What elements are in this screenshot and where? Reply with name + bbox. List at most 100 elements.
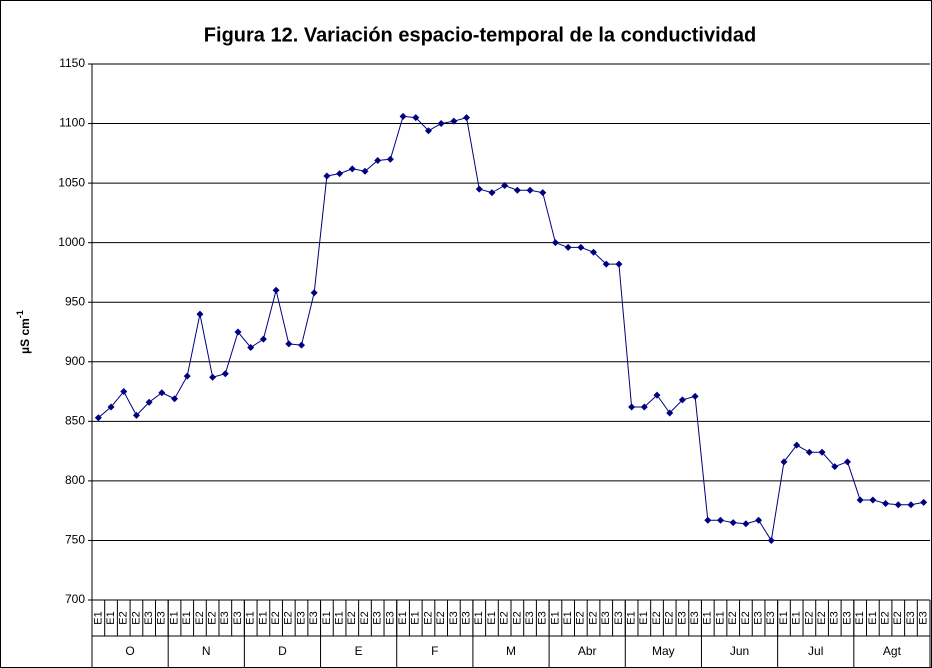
data-point [590,248,598,256]
data-point [691,392,699,400]
y-tick-label: 750 [65,533,85,547]
data-point [272,286,280,294]
data-point [463,114,471,122]
data-point [488,189,496,197]
x-tick-label: E2 [346,611,358,624]
x-tick-label: E3 [460,611,472,624]
x-tick-label: E2 [270,611,282,624]
data-point [386,155,394,163]
data-point [678,396,686,404]
x-tick-label: E1 [105,611,117,624]
chart-title: Figura 12. Variación espacio-temporal de… [204,24,756,46]
x-tick-label: E2 [422,611,434,624]
x-tick-label: E3 [308,611,320,624]
x-tick-label: E3 [765,611,777,624]
x-tick-label: E1 [168,611,180,624]
data-point [145,398,153,406]
data-point [564,243,572,251]
x-tick-label: E3 [676,611,688,624]
data-point [551,239,559,247]
data-point [818,448,826,456]
x-tick-label: E3 [448,611,460,624]
y-tick-label: 1050 [58,175,85,189]
y-tick-label: 700 [65,592,85,606]
data-point [196,310,204,318]
x-tick-label: E3 [829,611,841,624]
x-tick-label: E3 [613,611,625,624]
data-point [869,496,877,504]
data-point [158,389,166,397]
y-axis-label-text: µS cm [18,318,32,354]
x-tick-label: E1 [321,611,333,624]
x-tick-label: E1 [410,611,422,624]
x-tick-label: E1 [791,611,803,624]
data-point [856,496,864,504]
data-point [780,458,788,466]
data-point [666,409,674,417]
x-tick-label: E3 [219,611,231,624]
data-point [615,260,623,268]
x-tick-label: E1 [397,611,409,624]
data-point [171,395,179,403]
x-tick-label: E2 [194,611,206,624]
x-tick-label: E3 [232,611,244,624]
x-tick-label: E1 [867,611,879,624]
x-tick-label: E2 [664,611,676,624]
data-point [729,519,737,527]
x-tick-label: E2 [499,611,511,624]
x-tick-label: E2 [727,611,739,624]
group-label: May [652,644,675,658]
data-point [323,172,331,180]
x-tick-label: E1 [549,611,561,624]
x-tick-label: E2 [803,611,815,624]
x-tick-label: E3 [524,611,536,624]
y-tick-label: 1000 [58,235,85,249]
data-point [298,341,305,349]
x-tick-label: E1 [714,611,726,624]
data-point [767,536,775,544]
data-point [221,370,229,378]
y-tick-label: 950 [65,294,85,308]
group-label: N [202,644,211,658]
data-line [98,115,924,542]
data-point [704,516,712,524]
y-tick-label: 900 [65,354,85,368]
data-point [805,448,813,456]
x-tick-label: E2 [587,611,599,624]
data-point [107,403,115,411]
data-point [653,391,661,399]
x-tick-label: E1 [638,611,650,624]
x-tick-label: E3 [143,611,155,624]
y-axis-label: µS cm-1 [15,310,32,354]
x-tick-label: E3 [156,611,168,624]
data-point [183,372,191,380]
data-point [234,328,242,336]
group-label: O [125,644,134,658]
x-tick-label: E2 [740,611,752,624]
data-point [209,373,217,381]
x-tick-label: E2 [816,611,828,624]
x-tick-label: E1 [562,611,574,624]
x-tick-label: E3 [537,611,549,624]
data-point [259,335,267,343]
group-label: Jun [730,644,749,658]
x-tick-label: E1 [702,611,714,624]
x-tick-label: E2 [283,611,295,624]
x-tick-label: E3 [689,611,701,624]
data-point [374,156,382,164]
x-tick-label: E3 [600,611,612,624]
data-point [437,120,445,128]
data-point [450,117,458,125]
x-tick-label: E3 [384,611,396,624]
x-tick-label: E2 [359,611,371,624]
x-tick-label: E1 [473,611,485,624]
data-point [920,498,928,506]
group-label: Jul [808,644,823,658]
x-tick-label: E2 [892,611,904,624]
data-point [310,289,318,297]
x-tick-label: E2 [575,611,587,624]
group-label: D [278,644,287,658]
x-tick-label: E1 [626,611,638,624]
